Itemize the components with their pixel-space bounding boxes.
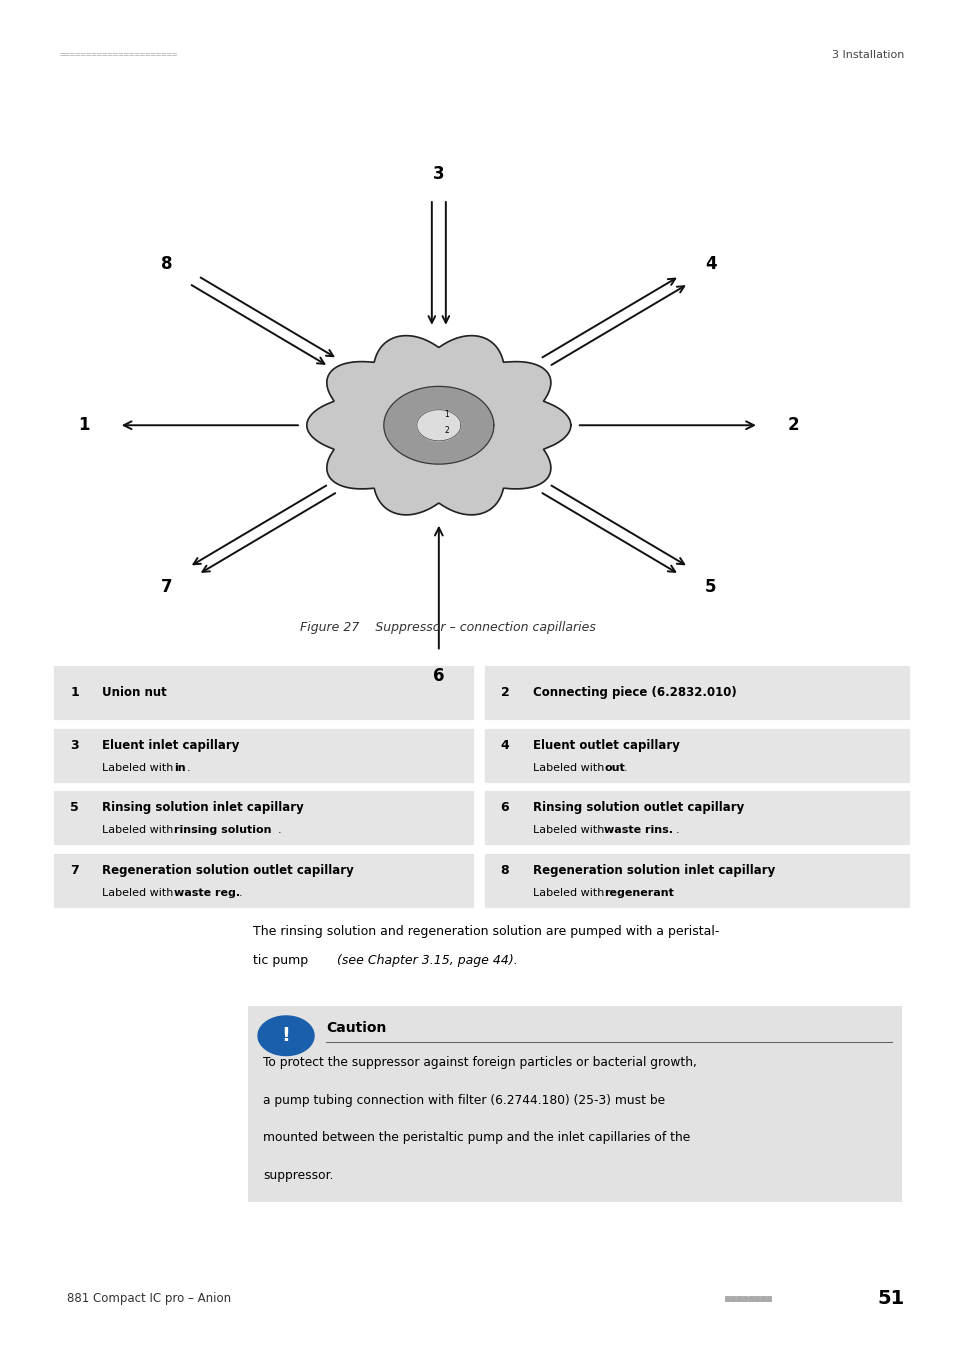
Text: (see Chapter 3.15, page 44).: (see Chapter 3.15, page 44). — [336, 954, 517, 968]
Polygon shape — [383, 386, 494, 464]
Text: 1: 1 — [71, 686, 79, 699]
Text: Figure 27    Suppressor – connection capillaries: Figure 27 Suppressor – connection capill… — [300, 621, 596, 634]
Text: Rinsing solution inlet capillary: Rinsing solution inlet capillary — [102, 802, 304, 814]
Text: Caution: Caution — [326, 1021, 386, 1034]
Text: Regeneration solution outlet capillary: Regeneration solution outlet capillary — [102, 864, 354, 878]
Text: 3: 3 — [433, 166, 444, 184]
FancyBboxPatch shape — [482, 726, 910, 783]
Text: a pump tubing connection with filter (6.2744.180) (25-3) must be: a pump tubing connection with filter (6.… — [263, 1094, 664, 1107]
Text: mounted between the peristaltic pump and the inlet capillaries of the: mounted between the peristaltic pump and… — [263, 1131, 690, 1145]
Text: Labeled with: Labeled with — [532, 825, 607, 836]
Text: Labeled with: Labeled with — [532, 887, 607, 898]
Text: Labeled with: Labeled with — [102, 825, 177, 836]
Text: 51: 51 — [877, 1289, 904, 1308]
Text: .: . — [675, 825, 679, 836]
FancyBboxPatch shape — [52, 788, 475, 846]
Text: Connecting piece (6.2832.010): Connecting piece (6.2832.010) — [532, 686, 736, 699]
Text: .: . — [277, 825, 281, 836]
Text: tic pump: tic pump — [253, 954, 312, 968]
Polygon shape — [257, 1017, 314, 1056]
Text: The rinsing solution and regeneration solution are pumped with a peristal-: The rinsing solution and regeneration so… — [253, 925, 719, 938]
Text: waste reg.: waste reg. — [173, 887, 240, 898]
Text: 2: 2 — [500, 686, 509, 699]
FancyBboxPatch shape — [52, 852, 475, 909]
Text: Rinsing solution outlet capillary: Rinsing solution outlet capillary — [532, 802, 743, 814]
Text: out: out — [603, 763, 624, 772]
Text: in: in — [173, 763, 186, 772]
Text: 5: 5 — [704, 578, 716, 595]
Text: 4: 4 — [500, 738, 509, 752]
Text: 8: 8 — [500, 864, 509, 878]
Text: suppressor.: suppressor. — [263, 1169, 334, 1183]
Text: regenerant: regenerant — [603, 887, 674, 898]
Text: Eluent inlet capillary: Eluent inlet capillary — [102, 738, 239, 752]
Text: .: . — [623, 763, 627, 772]
FancyBboxPatch shape — [52, 726, 475, 783]
Text: ======================: ====================== — [60, 50, 178, 59]
Text: Eluent outlet capillary: Eluent outlet capillary — [532, 738, 679, 752]
FancyBboxPatch shape — [482, 788, 910, 846]
Polygon shape — [416, 409, 460, 441]
Text: 3 Installation: 3 Installation — [831, 50, 903, 59]
Text: rinsing solution: rinsing solution — [173, 825, 272, 836]
Text: waste rins.: waste rins. — [603, 825, 673, 836]
Text: 1: 1 — [444, 410, 449, 418]
Text: 5: 5 — [71, 802, 79, 814]
Text: Labeled with: Labeled with — [102, 763, 177, 772]
Text: To protect the suppressor against foreign particles or bacterial growth,: To protect the suppressor against foreig… — [263, 1056, 697, 1069]
Text: Union nut: Union nut — [102, 686, 167, 699]
Text: 1: 1 — [78, 416, 90, 435]
Text: 7: 7 — [71, 864, 79, 878]
Polygon shape — [307, 336, 570, 514]
Text: Labeled with: Labeled with — [532, 763, 607, 772]
Text: 8: 8 — [161, 255, 172, 273]
Text: ■■■■■■■■: ■■■■■■■■ — [724, 1293, 771, 1304]
Text: Labeled with: Labeled with — [102, 887, 177, 898]
Text: 4: 4 — [704, 255, 716, 273]
FancyBboxPatch shape — [52, 664, 475, 721]
Text: 3: 3 — [71, 738, 79, 752]
Text: .: . — [238, 887, 242, 898]
FancyBboxPatch shape — [482, 664, 910, 721]
Text: 2: 2 — [787, 416, 799, 435]
Text: 6: 6 — [433, 667, 444, 684]
Text: !: ! — [281, 1026, 290, 1045]
FancyBboxPatch shape — [482, 852, 910, 909]
Text: 7: 7 — [161, 578, 172, 595]
FancyBboxPatch shape — [248, 1006, 901, 1202]
Text: 2: 2 — [444, 427, 449, 436]
Text: 6: 6 — [500, 802, 509, 814]
Text: 881 Compact IC pro – Anion: 881 Compact IC pro – Anion — [67, 1292, 231, 1305]
Text: .: . — [668, 887, 672, 898]
Text: .: . — [187, 763, 191, 772]
Text: Regeneration solution inlet capillary: Regeneration solution inlet capillary — [532, 864, 774, 878]
